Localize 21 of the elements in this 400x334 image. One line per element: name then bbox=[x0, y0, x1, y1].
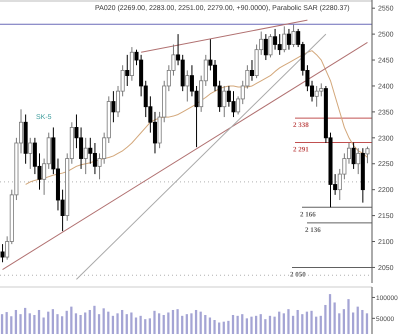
candlestick bbox=[352, 142, 356, 170]
candlestick bbox=[250, 60, 254, 82]
candlestick bbox=[365, 146, 370, 164]
candlestick bbox=[28, 137, 32, 170]
candlestick bbox=[264, 34, 268, 61]
line-series bbox=[25, 50, 368, 185]
candlestick bbox=[125, 54, 130, 86]
candlestick bbox=[286, 28, 291, 50]
candlestick bbox=[231, 90, 236, 118]
candlestick bbox=[356, 148, 360, 175]
candlestick bbox=[273, 28, 278, 50]
candlestick bbox=[0, 244, 5, 263]
candlestick bbox=[92, 142, 97, 175]
candlestick bbox=[111, 90, 116, 123]
candlestick bbox=[222, 85, 226, 118]
candlestick bbox=[185, 70, 190, 102]
candlestick bbox=[292, 24, 296, 48]
candlestick bbox=[282, 26, 286, 53]
candlestick bbox=[84, 137, 88, 175]
candlestick bbox=[268, 34, 272, 58]
candlestick bbox=[130, 46, 134, 82]
